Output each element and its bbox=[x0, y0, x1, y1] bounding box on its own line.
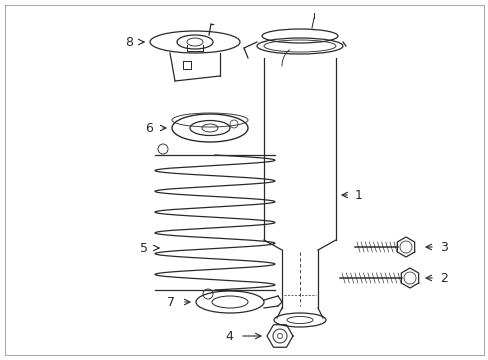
Text: 4: 4 bbox=[224, 329, 232, 342]
Text: 8: 8 bbox=[125, 36, 133, 49]
Text: 3: 3 bbox=[439, 240, 447, 253]
Text: 7: 7 bbox=[167, 296, 175, 309]
Text: 6: 6 bbox=[145, 122, 153, 135]
Text: 5: 5 bbox=[140, 242, 148, 255]
Text: 1: 1 bbox=[354, 189, 362, 202]
Text: 2: 2 bbox=[439, 271, 447, 284]
